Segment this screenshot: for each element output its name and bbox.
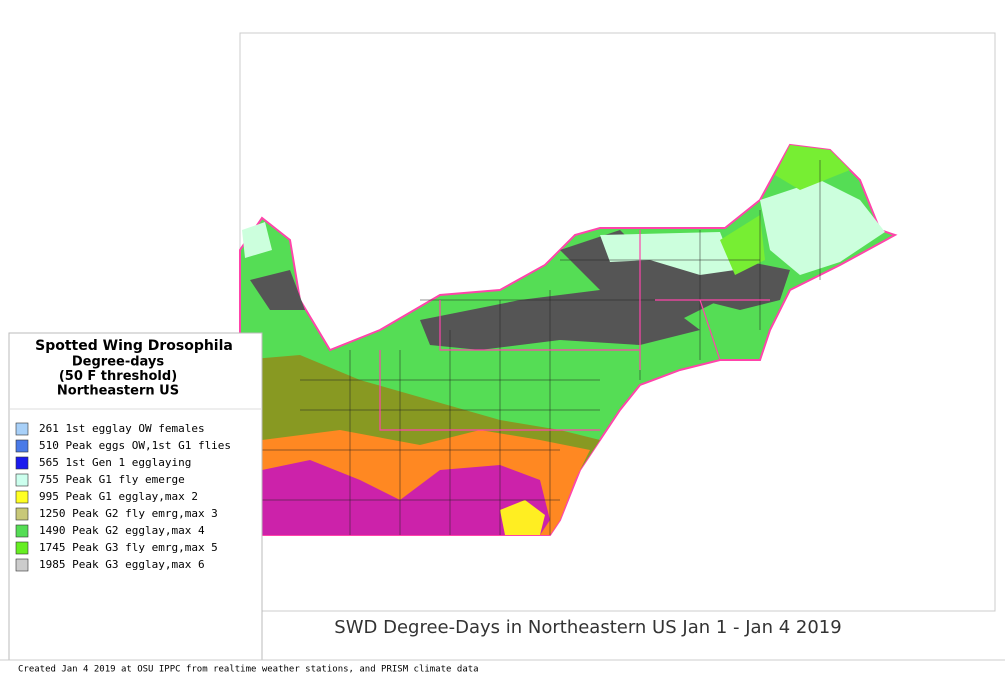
legend-swatch — [15, 507, 29, 521]
footer: Created Jan 4 2019 at OSU IPPC from real… — [18, 665, 479, 675]
legend-label: 995 Peak G1 egglay,max 2 — [39, 490, 198, 503]
map-caption: SWD Degree-Days in Northeastern US Jan 1… — [334, 617, 841, 638]
legend-swatch — [15, 524, 29, 538]
state-lines — [379, 230, 770, 431]
legend-box — [8, 332, 263, 661]
yellow-zone — [500, 500, 545, 535]
light-zone — [242, 180, 885, 275]
legend-label: 510 Peak eggs OW,1st G1 flies — [39, 439, 231, 452]
legend-subtitle: Degree-days — [72, 355, 165, 370]
legend-label: 1985 Peak G3 egglay,max 6 — [39, 558, 205, 571]
legend-title: Spotted Wing Drosophila — [35, 338, 233, 354]
legend-label: 565 1st Gen 1 egglaying — [39, 456, 191, 469]
legend-swatch — [15, 558, 29, 572]
map — [239, 143, 898, 536]
legend-swatch — [15, 439, 29, 453]
legend-subtitle: (50 F threshold) — [59, 369, 177, 384]
legend-label: 755 Peak G1 fly emerge — [39, 473, 185, 486]
magenta-zone — [262, 460, 550, 535]
legend-swatch — [15, 422, 29, 436]
legend-label: 261 1st egglay OW females — [39, 422, 205, 435]
legend-label: 1250 Peak G2 fly emrg,max 3 — [39, 507, 218, 520]
legend-swatch — [15, 473, 29, 487]
bright-green-zone — [720, 145, 850, 275]
legend-swatch — [15, 541, 29, 555]
legend-swatch — [15, 490, 29, 504]
legend-subtitle: Northeastern US — [57, 384, 179, 399]
legend-label: 1490 Peak G2 egglay,max 4 — [39, 524, 205, 537]
legend-label: 1745 Peak G3 fly emrg,max 5 — [39, 541, 218, 554]
county-lines — [260, 160, 821, 535]
legend-swatch — [15, 456, 29, 470]
